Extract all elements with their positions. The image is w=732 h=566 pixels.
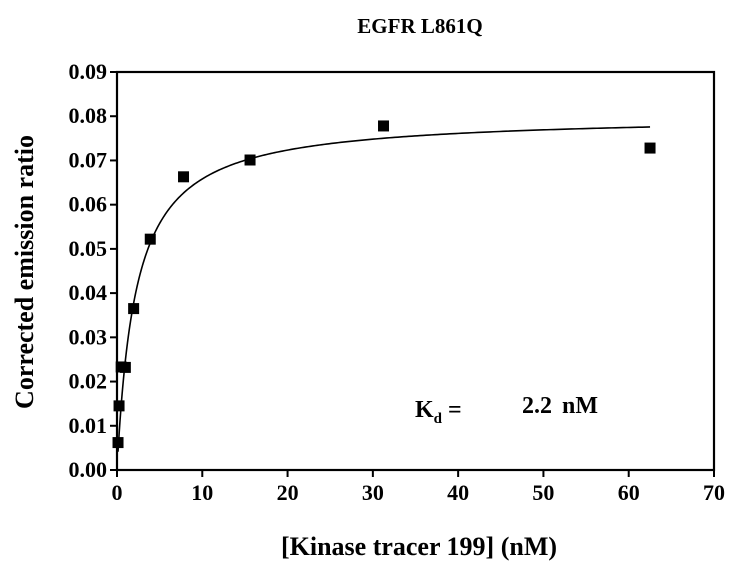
x-axis: 0 10 20 30 40 50 60 70 [112,470,725,505]
data-point [644,142,656,154]
data-point [112,437,124,449]
x-tick-label: 20 [277,480,299,505]
plot-frame [115,70,716,472]
x-tick-label: 60 [618,480,640,505]
kd-unit: nM [562,393,598,419]
y-tick-label: 0.01 [69,413,108,438]
x-tick-label: 10 [191,480,213,505]
data-point [128,303,140,315]
plot-border [115,70,716,472]
data-point [244,154,256,166]
x-tick-label: 30 [362,480,384,505]
x-tick-label: 0 [112,480,123,505]
kd-equals: = [448,397,462,423]
kd-subscript: d [434,411,443,427]
y-tick-label: 0.07 [69,147,108,172]
kd-annotation: Kd = [415,397,462,427]
x-tick-label: 70 [703,480,725,505]
kd-value: 2.2 nM [522,393,598,419]
data-point [144,233,156,245]
data-point [119,361,131,373]
y-tick-label: 0.05 [69,236,108,261]
kd-number: 2.2 [522,393,552,419]
y-tick-label: 0.09 [69,59,108,84]
y-tick-label: 0.06 [69,192,108,217]
x-axis-label: [Kinase tracer 199] (nM) [281,532,557,561]
x-tick-label: 40 [447,480,469,505]
fit-curve [117,126,651,452]
y-tick-label: 0.00 [69,457,108,482]
y-tick-label: 0.04 [69,280,108,305]
y-tick-label: 0.02 [69,369,108,394]
data-point [378,120,390,132]
y-axis-label: Corrected emission ratio [10,135,39,409]
data-point [178,171,190,183]
x-tick-label: 50 [532,480,554,505]
data-points [112,120,656,449]
data-point [113,400,125,412]
y-axis: 0.00 0.01 0.02 0.03 0.04 0.05 0.06 0.07 0.08 0.09 [69,59,117,482]
y-tick-label: 0.08 [69,103,108,128]
y-tick-label: 0.03 [69,324,108,349]
chart-title: EGFR L861Q [357,14,482,38]
kd-symbol: K [415,397,434,423]
